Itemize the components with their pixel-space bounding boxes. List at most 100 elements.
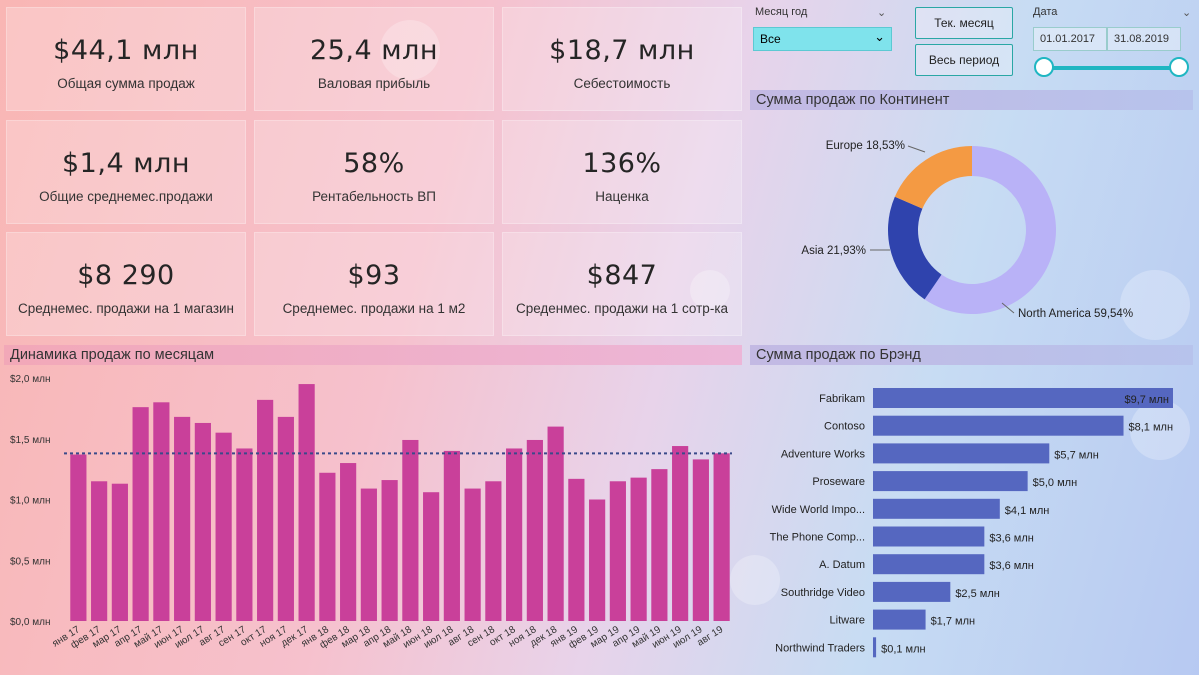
monthly-bar <box>319 472 336 621</box>
donut-slice-north-america <box>924 146 1056 314</box>
monthly-bar <box>506 448 523 621</box>
monthly-bar <box>402 439 419 621</box>
current-month-button[interactable]: Тек. месяц <box>915 7 1013 39</box>
monthly-bar <box>672 446 689 621</box>
brand-label: Southridge Video <box>781 587 865 599</box>
continent-donut-chart: North America 59,54% Asia 21,93% Europe 18… <box>801 140 1133 320</box>
kpi-label: Среденмес. продажи на 1 сотр-ка <box>515 301 729 316</box>
kpi-card: $1,4 млн Общие среднемес.продажи <box>6 120 246 224</box>
monthly-bar <box>713 453 730 621</box>
continent-chart-title: Сумма продаж по Континент <box>750 90 1193 110</box>
chevron-down-icon[interactable]: ⌄ <box>1182 6 1192 19</box>
kpi-card: $93 Среднемес. продажи на 1 м2 <box>254 232 494 336</box>
y-tick-label: $1,5 млн <box>10 435 50 446</box>
y-tick-label: $1,0 млн <box>10 496 50 507</box>
brand-bar <box>873 637 877 658</box>
leader-line <box>907 145 926 153</box>
kpi-value: 58% <box>343 148 405 179</box>
monthly-bar <box>174 416 191 621</box>
monthly-bar <box>630 477 647 621</box>
kpi-label: Рентабельность ВП <box>312 189 436 204</box>
brand-bar <box>873 471 1028 492</box>
monthly-bar <box>609 481 626 621</box>
monthly-chart-title: Динамика продаж по месяцам <box>4 345 742 365</box>
monthly-bar <box>257 399 274 621</box>
monthly-bar <box>547 426 564 621</box>
kpi-value: $18,7 млн <box>549 35 695 66</box>
monthly-bar <box>111 483 128 621</box>
monthly-bar <box>443 450 460 621</box>
monthly-bar <box>526 439 543 621</box>
donut-slice-europe <box>894 146 972 209</box>
kpi-card: $18,7 млн Себестоимость <box>502 7 742 111</box>
monthly-bar <box>651 469 668 621</box>
donut-label: Asia 21,93% <box>801 245 866 257</box>
brand-label: Contoso <box>824 421 865 433</box>
brand-value-label: $1,7 млн <box>931 616 976 628</box>
brand-bar <box>873 443 1050 464</box>
monthly-bar <box>194 422 211 621</box>
kpi-label: Общая сумма продаж <box>57 76 195 91</box>
donut-label: Europe 18,53% <box>826 140 905 152</box>
monthly-bar <box>340 463 357 621</box>
brand-label: A. Datum <box>819 559 865 571</box>
monthly-bar <box>485 481 502 621</box>
date-range-slider[interactable] <box>1045 66 1179 70</box>
kpi-value: 136% <box>582 148 662 179</box>
donut-label: North America 59,54% <box>1018 308 1133 320</box>
chevron-down-icon[interactable]: ⌄ <box>877 6 887 19</box>
monthly-bar <box>692 459 709 621</box>
monthly-bar <box>464 488 481 621</box>
brand-value-label: $3,6 млн <box>989 560 1034 572</box>
brand-label: Northwind Traders <box>775 642 865 654</box>
kpi-label: Среднемес. продажи на 1 м2 <box>282 301 466 316</box>
brand-bar <box>873 554 985 575</box>
kpi-value: $847 <box>586 260 658 291</box>
monthly-bar <box>91 481 108 621</box>
date-slider-start-handle[interactable] <box>1034 57 1054 77</box>
brand-value-label: $2,5 млн <box>955 588 1000 600</box>
brand-label: Proseware <box>812 476 865 488</box>
kpi-card: 25,4 млн Валовая прибыль <box>254 7 494 111</box>
date-from-input[interactable]: 01.01.2017 <box>1033 27 1107 51</box>
kpi-label: Себестоимость <box>573 76 671 91</box>
brand-value-label: $8,1 млн <box>1129 422 1174 434</box>
brand-bar <box>873 526 985 547</box>
month-slicer-label: Месяц год <box>755 6 808 18</box>
brand-label: Adventure Works <box>781 448 866 460</box>
all-period-button[interactable]: Весь период <box>915 44 1013 76</box>
month-slicer-dropdown[interactable]: Все ⌄ <box>753 27 892 51</box>
y-tick-label: $2,0 млн <box>10 374 50 385</box>
kpi-value: $1,4 млн <box>62 148 190 179</box>
monthly-bar <box>360 488 377 621</box>
monthly-bar <box>70 454 87 621</box>
kpi-card: $8 290 Среднемес. продажи на 1 магазин <box>6 232 246 336</box>
monthly-bar <box>277 416 294 621</box>
brand-bar <box>873 388 1173 408</box>
brand-label: Fabrikam <box>819 393 865 405</box>
kpi-label: Среднемес. продажи на 1 магазин <box>17 301 235 316</box>
y-tick-label: $0,0 млн <box>10 617 50 628</box>
monthly-bar <box>423 492 440 621</box>
brand-label: The Phone Comp... <box>770 532 865 544</box>
brand-bar <box>873 498 1000 519</box>
monthly-bar <box>589 499 606 621</box>
kpi-card: 136% Наценка <box>502 120 742 224</box>
brand-sales-chart: Fabrikam $9,7 млн Contoso $8,1 млн Adventure… <box>770 388 1174 658</box>
date-to-input[interactable]: 31.08.2019 <box>1107 27 1181 51</box>
brand-bar <box>873 609 926 630</box>
monthly-bar <box>236 448 253 621</box>
kpi-card: $44,1 млн Общая сумма продаж <box>6 7 246 111</box>
kpi-card: $847 Среденмес. продажи на 1 сотр-ка <box>502 232 742 336</box>
brand-bar <box>873 581 951 602</box>
chevron-down-icon: ⌄ <box>874 29 885 44</box>
brand-value-label: $4,1 млн <box>1005 505 1050 517</box>
brand-value-label: $0,1 млн <box>881 643 926 655</box>
leader-line <box>1001 302 1015 314</box>
kpi-label: Валовая прибыль <box>317 76 431 91</box>
kpi-value: $44,1 млн <box>53 35 199 66</box>
monthly-bar <box>381 480 398 621</box>
date-slider-end-handle[interactable] <box>1169 57 1189 77</box>
monthly-bar <box>298 384 315 621</box>
brand-label: Wide World Impo... <box>772 504 865 516</box>
